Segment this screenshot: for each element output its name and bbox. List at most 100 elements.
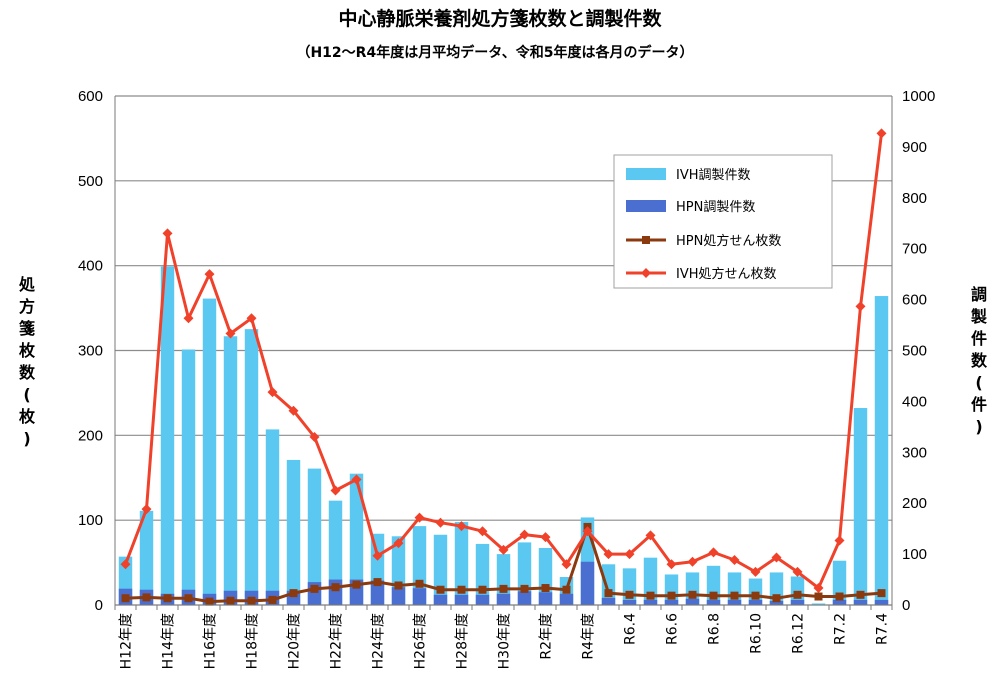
- hpn-point: [121, 594, 130, 603]
- hpn-bar: [454, 594, 469, 605]
- x-tick-label: H12年度: [119, 613, 135, 669]
- axis-label-char: 件: [971, 395, 987, 414]
- x-tick-label: R6.4: [623, 613, 639, 645]
- hpn-bar: [559, 593, 574, 605]
- hpn-point: [163, 594, 172, 603]
- ivh-point: [540, 532, 551, 543]
- ivh-point: [498, 544, 509, 555]
- ivh-point: [246, 313, 257, 324]
- ivh-bar: [223, 336, 238, 605]
- chart-subtitle: （H12～R4年度は月平均データ、令和5年度は各月のデータ）: [296, 44, 693, 61]
- hpn-bar: [790, 599, 805, 605]
- hpn-bar: [622, 599, 637, 605]
- x-tick-label: H16年度: [203, 613, 219, 669]
- hpn-point: [772, 594, 781, 603]
- x-tick-label: R6.8: [707, 613, 723, 645]
- ivh-point: [603, 549, 614, 560]
- hpn-point: [436, 585, 445, 594]
- ivh-bar: [811, 603, 826, 605]
- hpn-point: [709, 591, 718, 600]
- ivh-point: [771, 552, 782, 563]
- axis-label-char: 箋: [19, 319, 35, 338]
- hpn-point: [247, 596, 256, 605]
- y-axis-label-left: 処方箋枚数(枚): [19, 275, 36, 448]
- ivh-point: [645, 530, 656, 541]
- legend: IVH調製件数 HPN調製件数 HPN処方せん枚数 IVH処方せん枚数: [613, 154, 833, 289]
- ivh-bar: [160, 266, 175, 605]
- hpn-bar: [706, 599, 721, 605]
- y-tick-label-right: 100: [902, 546, 927, 563]
- hpn-point: [226, 596, 235, 605]
- hpn-point: [625, 590, 634, 599]
- hpn-point: [310, 584, 319, 593]
- grid-lines: [115, 95, 892, 606]
- hpn-point: [730, 591, 739, 600]
- ivh-point: [666, 559, 677, 570]
- chart-title: 中心静脈栄養剤処方箋枚数と調製件数: [338, 7, 662, 30]
- y-tick-label-left: 0: [95, 597, 103, 614]
- x-tick-label: H28年度: [455, 613, 471, 669]
- ivh-point: [183, 313, 194, 324]
- hpn-bar: [433, 594, 448, 605]
- ivh-bar: [622, 568, 637, 605]
- legend-marker-square: [642, 236, 650, 244]
- ivh-bar: [181, 349, 196, 605]
- ivh-point: [330, 485, 341, 496]
- ivh-point: [876, 128, 887, 139]
- ivh-bar: [853, 408, 868, 605]
- x-tick-label: H14年度: [161, 613, 177, 669]
- y-tick-label-right: 800: [902, 190, 927, 207]
- axis-label-char: 製: [970, 307, 987, 326]
- x-tick-label: R2年度: [539, 613, 555, 660]
- axis-label-char: 枚: [19, 341, 36, 360]
- ivh-point: [729, 555, 740, 566]
- ivh-point: [624, 549, 635, 560]
- y-tick-label-left: 300: [78, 343, 103, 360]
- axis-label-char: 数: [971, 351, 988, 370]
- legend-marker-diamond: [641, 268, 651, 278]
- ivh-bar: [874, 296, 889, 605]
- hpn-point: [394, 581, 403, 590]
- hpn-point: [562, 585, 571, 594]
- ivh-point: [288, 405, 299, 416]
- axis-label-char: 処: [19, 275, 36, 294]
- axis-label-char: 調: [971, 285, 987, 304]
- y-tick-label-right: 600: [902, 292, 927, 309]
- legend-swatch-ivh-bar: [626, 168, 666, 180]
- ivh-point: [834, 535, 845, 546]
- hpn-bar: [496, 593, 511, 605]
- y-tick-label-right: 0: [902, 597, 910, 614]
- hpn-bar: [475, 594, 490, 605]
- ivh-point: [120, 559, 131, 570]
- ivh-point: [687, 556, 698, 567]
- hpn-bar: [664, 599, 679, 605]
- hpn-point: [289, 589, 298, 598]
- ivh-point: [372, 550, 383, 561]
- ivh-point: [519, 529, 530, 540]
- y-axis-label-right: 調製件数(件): [970, 285, 988, 436]
- hpn-point: [184, 594, 193, 603]
- axis-label-char: 数: [19, 363, 36, 382]
- hpn-point: [352, 580, 361, 589]
- ivh-point: [393, 538, 404, 549]
- hpn-bar: [832, 599, 847, 605]
- axis-label-char: (: [975, 373, 982, 392]
- x-tick-label: R7.4: [875, 613, 891, 645]
- hpn-bar: [727, 599, 742, 605]
- bars: [118, 266, 889, 605]
- hpn-point: [457, 585, 466, 594]
- ivh-bar: [328, 500, 343, 605]
- axis-label-char: ): [975, 417, 982, 436]
- axis-label-char: 方: [19, 297, 35, 316]
- hpn-point: [793, 590, 802, 599]
- axis-label-char: (: [23, 385, 30, 404]
- hpn-point: [667, 591, 676, 600]
- hpn-point: [877, 589, 886, 598]
- x-tick-label: R7.2: [833, 613, 849, 645]
- x-tick-label: H22年度: [329, 613, 345, 669]
- x-tick-label: H20年度: [287, 613, 303, 669]
- hpn-bar: [601, 597, 616, 605]
- y-tick-label-right: 400: [902, 393, 927, 410]
- hpn-point: [331, 583, 340, 592]
- x-tick-label: H18年度: [245, 613, 261, 669]
